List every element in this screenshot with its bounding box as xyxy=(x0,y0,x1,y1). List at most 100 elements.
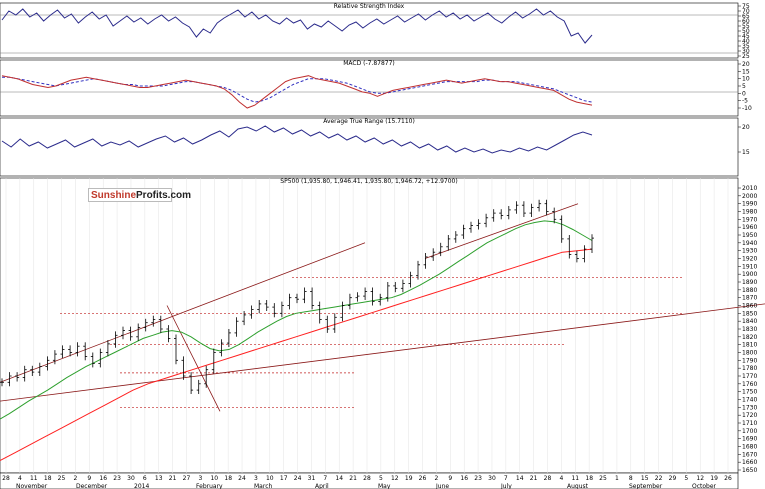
x-tick-label: 21 xyxy=(349,475,357,482)
x-tick-label: 23 xyxy=(474,475,482,482)
rsi-tick-label: 40 xyxy=(742,38,750,45)
month-label: April xyxy=(315,483,329,489)
price-tick-label: 1930 xyxy=(742,248,757,255)
month-label: November xyxy=(16,483,48,489)
price-tick-label: 1830 xyxy=(742,326,757,333)
x-tick-label: 2 xyxy=(434,475,438,482)
x-tick-label: 16 xyxy=(460,475,468,482)
x-tick-label: 30 xyxy=(488,475,496,482)
x-tick-label: 7 xyxy=(504,475,508,482)
x-tick-label: 14 xyxy=(335,475,343,482)
x-tick-label: 4 xyxy=(18,475,22,482)
rsi-panel xyxy=(0,2,739,59)
x-tick-label: 8 xyxy=(629,475,633,482)
macd-tick-label: 15 xyxy=(742,68,750,75)
x-tick-label: 3 xyxy=(254,475,258,482)
atr-panel xyxy=(0,117,739,177)
x-tick-label: 25 xyxy=(58,475,66,482)
price-tick-label: 1850 xyxy=(742,310,757,317)
x-tick-label: 5 xyxy=(684,475,688,482)
x-tick-label: 12 xyxy=(391,475,399,482)
price-tick-label: 1980 xyxy=(742,209,757,216)
price-tick-label: 1790 xyxy=(742,357,757,364)
price-tick-label: 1970 xyxy=(742,216,757,223)
x-tick-label: 2 xyxy=(73,475,77,482)
x-tick-label: 27 xyxy=(183,475,191,482)
x-tick-label: 31 xyxy=(308,475,316,482)
x-tick-label: 6 xyxy=(143,475,147,482)
rsi-tick-label: 25 xyxy=(742,53,750,60)
x-tick-label: 25 xyxy=(599,475,607,482)
x-tick-label: 28 xyxy=(544,475,552,482)
macd-tick-label: -5 xyxy=(742,98,748,105)
price-tick-label: 1750 xyxy=(742,389,757,396)
x-tick-label: 30 xyxy=(127,475,135,482)
sma-fast-line xyxy=(0,220,593,420)
month-label: September xyxy=(629,483,663,489)
x-tick-label: 14 xyxy=(516,475,524,482)
price-tick-label: 1720 xyxy=(742,412,757,419)
macd-tick-label: 20 xyxy=(742,61,750,68)
month-label: July xyxy=(500,483,512,489)
x-tick-label: 11 xyxy=(571,475,579,482)
rsi-line xyxy=(1,8,593,44)
x-tick-label: 24 xyxy=(294,475,302,482)
x-tick-label: 13 xyxy=(155,475,163,482)
x-tick-label: 12 xyxy=(696,475,704,482)
macd-tick-label: 0 xyxy=(742,90,746,97)
price-tick-label: 1670 xyxy=(742,451,757,458)
price-tick-label: 2000 xyxy=(742,193,757,200)
atr-tick-label: 20 xyxy=(742,124,750,131)
macd-title: MACD (-7.87877) xyxy=(343,60,395,67)
x-tick-label: 28 xyxy=(2,475,10,482)
rsi-tick-label: 35 xyxy=(742,43,750,50)
rsi-tick-label: 65 xyxy=(742,13,750,20)
x-tick-label: 23 xyxy=(113,475,121,482)
x-tick-label: 19 xyxy=(405,475,413,482)
x-tick-label: 22 xyxy=(655,475,663,482)
x-tick-label: 26 xyxy=(724,475,732,482)
x-tick-label: 18 xyxy=(224,475,232,482)
x-tick-label: 15 xyxy=(641,475,649,482)
atr-tick-label: 15 xyxy=(742,149,750,156)
macd-tick-label: -10 xyxy=(742,105,752,112)
price-panel xyxy=(0,177,739,474)
month-label: October xyxy=(692,483,717,489)
price-tick-label: 1800 xyxy=(742,350,757,357)
logo-brand-red: Sunshine xyxy=(91,190,137,201)
x-tick-label: 10 xyxy=(266,475,274,482)
month-label: May xyxy=(378,483,391,489)
price-tick-label: 1700 xyxy=(742,428,757,435)
month-label: August xyxy=(567,483,589,489)
price-tick-label: 1840 xyxy=(742,318,757,325)
price-tick-label: 1860 xyxy=(742,303,757,310)
x-tick-label: 21 xyxy=(530,475,538,482)
x-tick-label: 29 xyxy=(669,475,677,482)
month-label: 2014 xyxy=(134,483,149,489)
rsi-tick-label: 55 xyxy=(742,23,750,30)
time-axis xyxy=(0,472,739,489)
x-tick-label: 7 xyxy=(323,475,327,482)
rsi-tick-label: 50 xyxy=(742,28,750,35)
price-tick-label: 1920 xyxy=(742,256,757,263)
price-tick-label: 2010 xyxy=(742,185,757,192)
support-trend-line xyxy=(0,303,765,402)
macd-tick-label: 5 xyxy=(742,83,746,90)
sma-slow-line xyxy=(0,248,593,462)
price-title: SP500 (1,935.80, 1,946.41, 1,935.80, 1,9… xyxy=(280,178,457,185)
month-label: June xyxy=(435,483,449,489)
rsi-tick-label: 75 xyxy=(742,3,750,10)
month-label: December xyxy=(76,483,108,489)
macd-line xyxy=(1,75,593,109)
price-tick-label: 1910 xyxy=(742,263,757,270)
x-tick-label: 21 xyxy=(169,475,177,482)
price-tick-label: 1690 xyxy=(742,436,757,443)
x-tick-label: 19 xyxy=(710,475,718,482)
x-tick-label: 28 xyxy=(363,475,371,482)
price-tick-label: 1820 xyxy=(742,334,757,341)
x-tick-label: 1 xyxy=(615,475,619,482)
rsi-tick-label: 45 xyxy=(742,33,750,40)
x-tick-label: 17 xyxy=(280,475,288,482)
x-tick-label: 24 xyxy=(238,475,246,482)
